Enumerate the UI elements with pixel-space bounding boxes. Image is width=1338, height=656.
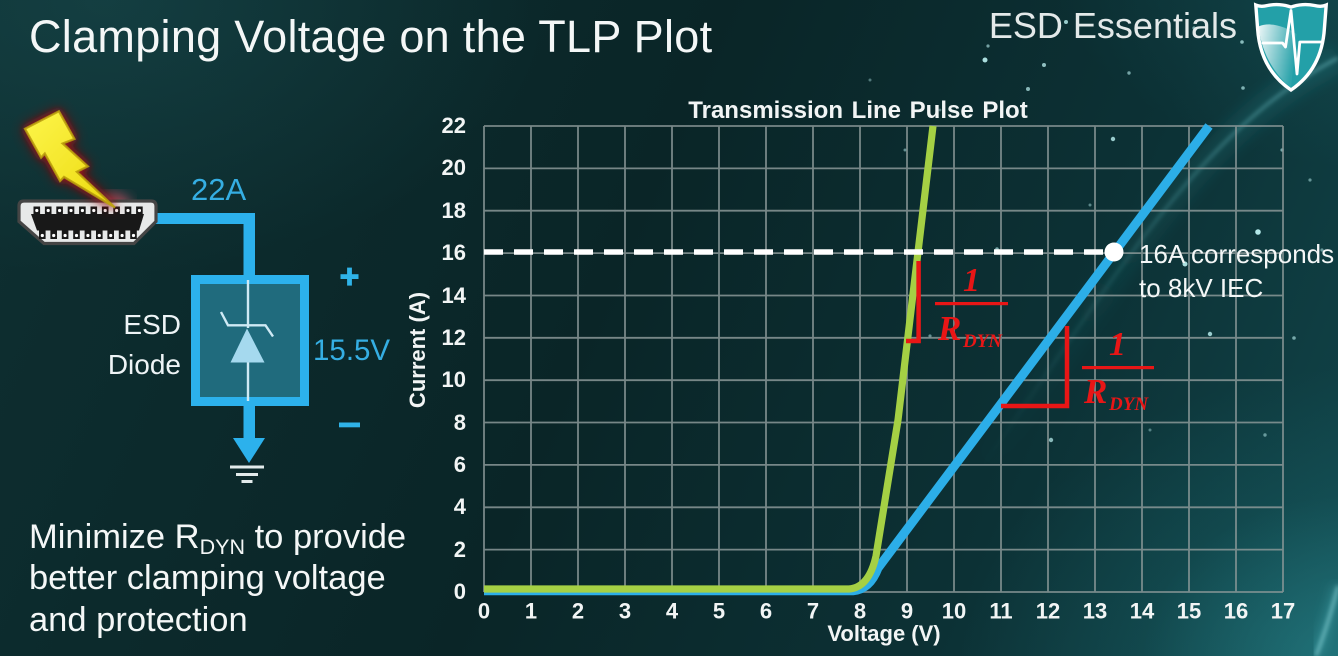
svg-text:11: 11: [989, 599, 1012, 624]
svg-text:0: 0: [454, 579, 466, 604]
svg-text:5: 5: [713, 599, 725, 624]
svg-text:14: 14: [442, 283, 467, 308]
svg-text:Current (A): Current (A): [405, 292, 430, 408]
svg-text:16: 16: [442, 240, 466, 265]
svg-text:20: 20: [442, 155, 466, 180]
svg-text:2: 2: [572, 599, 584, 624]
svg-text:R: R: [1083, 372, 1107, 411]
svg-text:10: 10: [442, 367, 466, 392]
svg-text:6: 6: [454, 452, 466, 477]
svg-text:1: 1: [525, 599, 537, 624]
svg-text:1: 1: [1109, 326, 1126, 363]
svg-text:15: 15: [1177, 599, 1201, 624]
svg-text:22: 22: [442, 113, 466, 138]
svg-text:R: R: [937, 309, 961, 348]
svg-text:6: 6: [760, 599, 772, 624]
svg-text:Voltage (V): Voltage (V): [827, 621, 940, 646]
svg-text:1: 1: [963, 262, 980, 299]
svg-text:Transmission Line Pulse Plot: Transmission Line Pulse Plot: [688, 97, 1027, 124]
svg-text:12: 12: [1036, 599, 1060, 624]
svg-text:8: 8: [454, 410, 466, 435]
svg-text:14: 14: [1130, 599, 1155, 624]
svg-text:9: 9: [901, 599, 913, 624]
svg-text:7: 7: [807, 599, 819, 624]
svg-text:4: 4: [454, 494, 467, 519]
svg-text:3: 3: [619, 599, 631, 624]
svg-text:4: 4: [666, 599, 679, 624]
svg-text:DYN: DYN: [1108, 394, 1149, 415]
svg-text:17: 17: [1271, 599, 1295, 624]
svg-text:2: 2: [454, 537, 466, 562]
svg-text:16: 16: [1224, 599, 1248, 624]
svg-text:18: 18: [442, 198, 466, 223]
svg-text:0: 0: [478, 599, 490, 624]
svg-text:12: 12: [442, 325, 466, 350]
svg-text:13: 13: [1083, 599, 1107, 624]
svg-text:8: 8: [854, 599, 866, 624]
svg-text:10: 10: [942, 599, 966, 624]
svg-text:DYN: DYN: [962, 331, 1003, 352]
